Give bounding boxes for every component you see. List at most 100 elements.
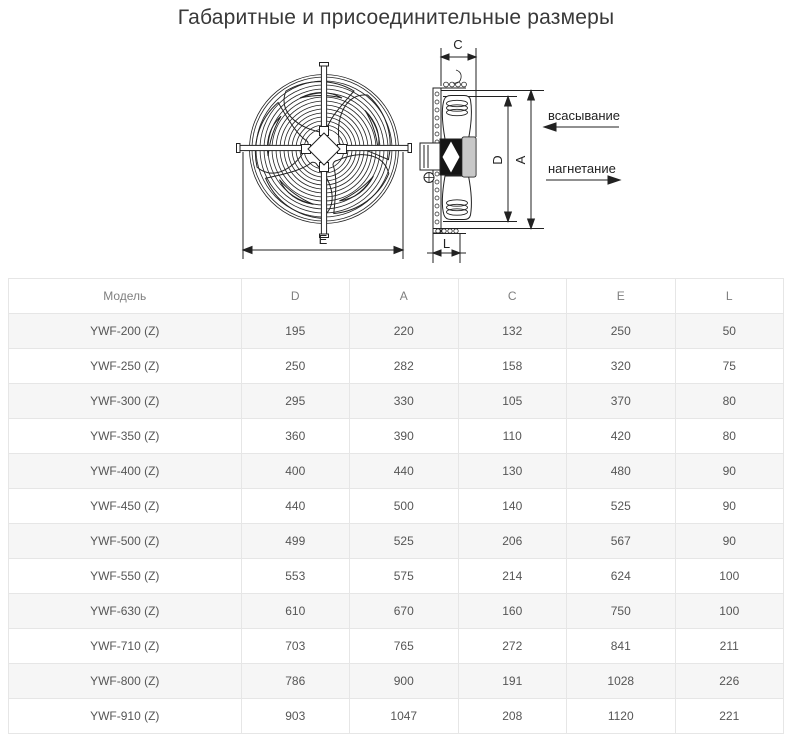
fan-front-view: E [236, 62, 412, 259]
table-row: YWF-200 (Z) 195 220 132 250 50 [8, 313, 784, 349]
table-row: YWF-450 (Z) 440 500 140 525 90 [8, 488, 784, 524]
value-cell: 575 [349, 558, 459, 594]
value-cell: 420 [566, 418, 676, 454]
value-cell: 90 [674, 488, 784, 524]
model-cell: YWF-710 (Z) [8, 628, 242, 664]
header-area: Габаритные и присоединительные размеры [0, 0, 792, 278]
dimension-e: E [241, 152, 405, 259]
value-cell: 765 [349, 628, 459, 664]
table-row: YWF-400 (Z) 400 440 130 480 90 [8, 453, 784, 489]
value-cell: 50 [674, 313, 784, 349]
column-header-dim: D [240, 278, 350, 314]
model-cell: YWF-910 (Z) [8, 698, 242, 734]
column-header-model: Модель [8, 278, 242, 314]
value-cell: 525 [349, 523, 459, 559]
value-cell: 900 [349, 663, 459, 699]
model-cell: YWF-630 (Z) [8, 593, 242, 629]
suction-label: всасывание [548, 108, 620, 123]
value-cell: 132 [457, 313, 567, 349]
cable-gland [423, 172, 435, 183]
table-header-row: Модель D A C E L [8, 278, 784, 314]
value-cell: 440 [240, 488, 350, 524]
suction-annotation: всасывание [542, 108, 620, 132]
value-cell: 90 [674, 453, 784, 489]
value-cell: 903 [240, 698, 350, 734]
dim-label-e: E [319, 232, 328, 247]
value-cell: 330 [349, 383, 459, 419]
fan-side-view: C D A L [419, 37, 622, 263]
model-cell: YWF-250 (Z) [8, 348, 242, 384]
value-cell: 160 [457, 593, 567, 629]
value-cell: 195 [240, 313, 350, 349]
value-cell: 480 [566, 453, 676, 489]
value-cell: 221 [674, 698, 784, 734]
value-cell: 80 [674, 418, 784, 454]
value-cell: 670 [349, 593, 459, 629]
table-row: YWF-800 (Z) 786 900 191 1028 226 [8, 663, 784, 699]
dimension-a: A [513, 89, 536, 230]
value-cell: 1047 [349, 698, 459, 734]
value-cell: 786 [240, 663, 350, 699]
value-cell: 370 [566, 383, 676, 419]
model-cell: YWF-350 (Z) [8, 418, 242, 454]
discharge-annotation: нагнетание [546, 161, 622, 185]
model-cell: YWF-800 (Z) [8, 663, 242, 699]
value-cell: 841 [566, 628, 676, 664]
value-cell: 100 [674, 593, 784, 629]
value-cell: 90 [674, 523, 784, 559]
table-row: YWF-350 (Z) 360 390 110 420 80 [8, 418, 784, 454]
motor-hub [419, 136, 477, 183]
table-row: YWF-300 (Z) 295 330 105 370 80 [8, 383, 784, 419]
value-cell: 158 [457, 348, 567, 384]
dim-label-c: C [453, 37, 462, 52]
value-cell: 220 [349, 313, 459, 349]
discharge-label: нагнетание [548, 161, 616, 176]
value-cell: 130 [457, 453, 567, 489]
column-header-dim: E [566, 278, 676, 314]
value-cell: 750 [566, 593, 676, 629]
value-cell: 250 [566, 313, 676, 349]
value-cell: 1028 [566, 663, 676, 699]
value-cell: 206 [457, 523, 567, 559]
page-title: Габаритные и присоединительные размеры [177, 6, 615, 29]
suction-arrow [542, 122, 619, 132]
value-cell: 110 [457, 418, 567, 454]
value-cell: 567 [566, 523, 676, 559]
model-cell: YWF-500 (Z) [8, 523, 242, 559]
model-cell: YWF-450 (Z) [8, 488, 242, 524]
value-cell: 191 [457, 663, 567, 699]
table-row: YWF-710 (Z) 703 765 272 841 211 [8, 628, 784, 664]
value-cell: 360 [240, 418, 350, 454]
value-cell: 499 [240, 523, 350, 559]
value-cell: 100 [674, 558, 784, 594]
dimension-l: L [427, 233, 466, 263]
discharge-arrow [546, 175, 622, 185]
value-cell: 500 [349, 488, 459, 524]
model-cell: YWF-200 (Z) [8, 313, 242, 349]
dim-label-d: D [490, 155, 505, 164]
value-cell: 80 [674, 383, 784, 419]
value-cell: 1120 [566, 698, 676, 734]
table-row: YWF-250 (Z) 250 282 158 320 75 [8, 348, 784, 384]
value-cell: 105 [457, 383, 567, 419]
value-cell: 214 [457, 558, 567, 594]
impeller-profile [441, 95, 472, 220]
column-header-dim: A [349, 278, 459, 314]
value-cell: 390 [349, 418, 459, 454]
value-cell: 295 [240, 383, 350, 419]
value-cell: 211 [674, 628, 784, 664]
dimension-d: D [490, 95, 513, 223]
hub-diamond [307, 132, 341, 166]
value-cell: 272 [457, 628, 567, 664]
value-cell: 282 [349, 348, 459, 384]
value-cell: 624 [566, 558, 676, 594]
model-cell: YWF-550 (Z) [8, 558, 242, 594]
dimensions-table: Модель D A C E L YWF-200 (Z) 195 220 132 250 50 YWF… [8, 278, 784, 734]
value-cell: 320 [566, 348, 676, 384]
dim-label-l: L [443, 236, 450, 251]
value-cell: 440 [349, 453, 459, 489]
value-cell: 610 [240, 593, 350, 629]
fan-dimension-drawing: E [236, 37, 622, 263]
value-cell: 226 [674, 663, 784, 699]
value-cell: 75 [674, 348, 784, 384]
